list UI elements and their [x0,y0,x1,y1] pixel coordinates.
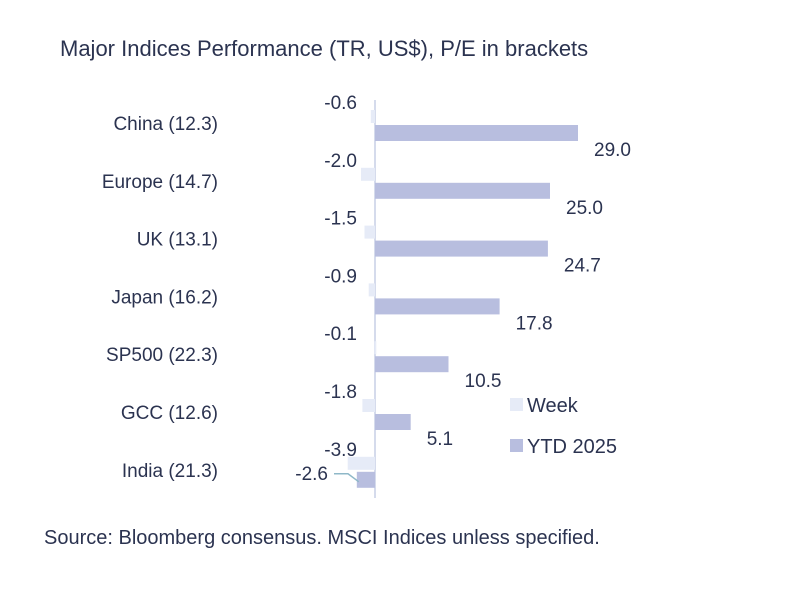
ytd-bar-uk [375,240,548,257]
week-bar-japan [368,283,375,297]
ytd-leader-line-india [334,473,360,483]
category-label-gcc: GCC (12.6) [121,403,218,424]
ytd-value-label-india: -2.6 [295,464,328,485]
chart-source-note: Source: Bloomberg consensus. MSCI Indice… [44,527,600,549]
ytd-value-label-europe: 25.0 [566,198,603,219]
week-bar-china [370,110,375,123]
category-label-uk: UK (13.1) [137,230,218,251]
ytd-bar-sp500 [375,356,449,373]
ytd-bar-india [356,471,375,488]
category-label-india: India (21.3) [122,461,218,482]
ytd-value-label-sp500: 10.5 [465,371,502,392]
chart-title: Major Indices Performance (TR, US$), P/E… [60,36,589,61]
category-label-japan: Japan (16.2) [111,287,218,308]
legend-swatch-week [510,398,523,411]
ytd-value-label-gcc: 5.1 [427,429,453,450]
ytd-bar-japan [375,298,500,315]
category-label-europe: Europe (14.7) [102,172,218,193]
week-bar-sp500 [374,341,377,355]
ytd-bar-europe [375,182,550,199]
legend-swatch-ytd [510,439,523,452]
ytd-bar-gcc [375,414,411,430]
week-bar-uk [364,225,375,239]
category-label-china: China (12.3) [113,114,218,135]
week-bar-india [347,456,375,470]
ytd-value-label-uk: 24.7 [564,256,601,277]
week-value-label-india: -3.9 [324,440,357,461]
legend-label-ytd: YTD 2025 [527,436,617,458]
week-value-label-sp500: -0.1 [324,324,357,345]
week-bar-gcc [362,399,375,412]
ytd-value-label-japan: 17.8 [516,313,553,334]
ytd-value-label-china: 29.0 [594,140,631,161]
week-value-label-china: -0.6 [324,93,357,114]
week-value-label-japan: -0.9 [324,266,357,287]
week-value-label-uk: -1.5 [324,209,357,230]
legend-label-week: Week [527,395,579,417]
week-bar-europe [361,167,375,181]
category-label-sp500: SP500 (22.3) [106,345,218,366]
week-value-label-europe: -2.0 [324,151,357,172]
ytd-bar-china [375,125,578,141]
week-value-label-gcc: -1.8 [324,382,357,403]
